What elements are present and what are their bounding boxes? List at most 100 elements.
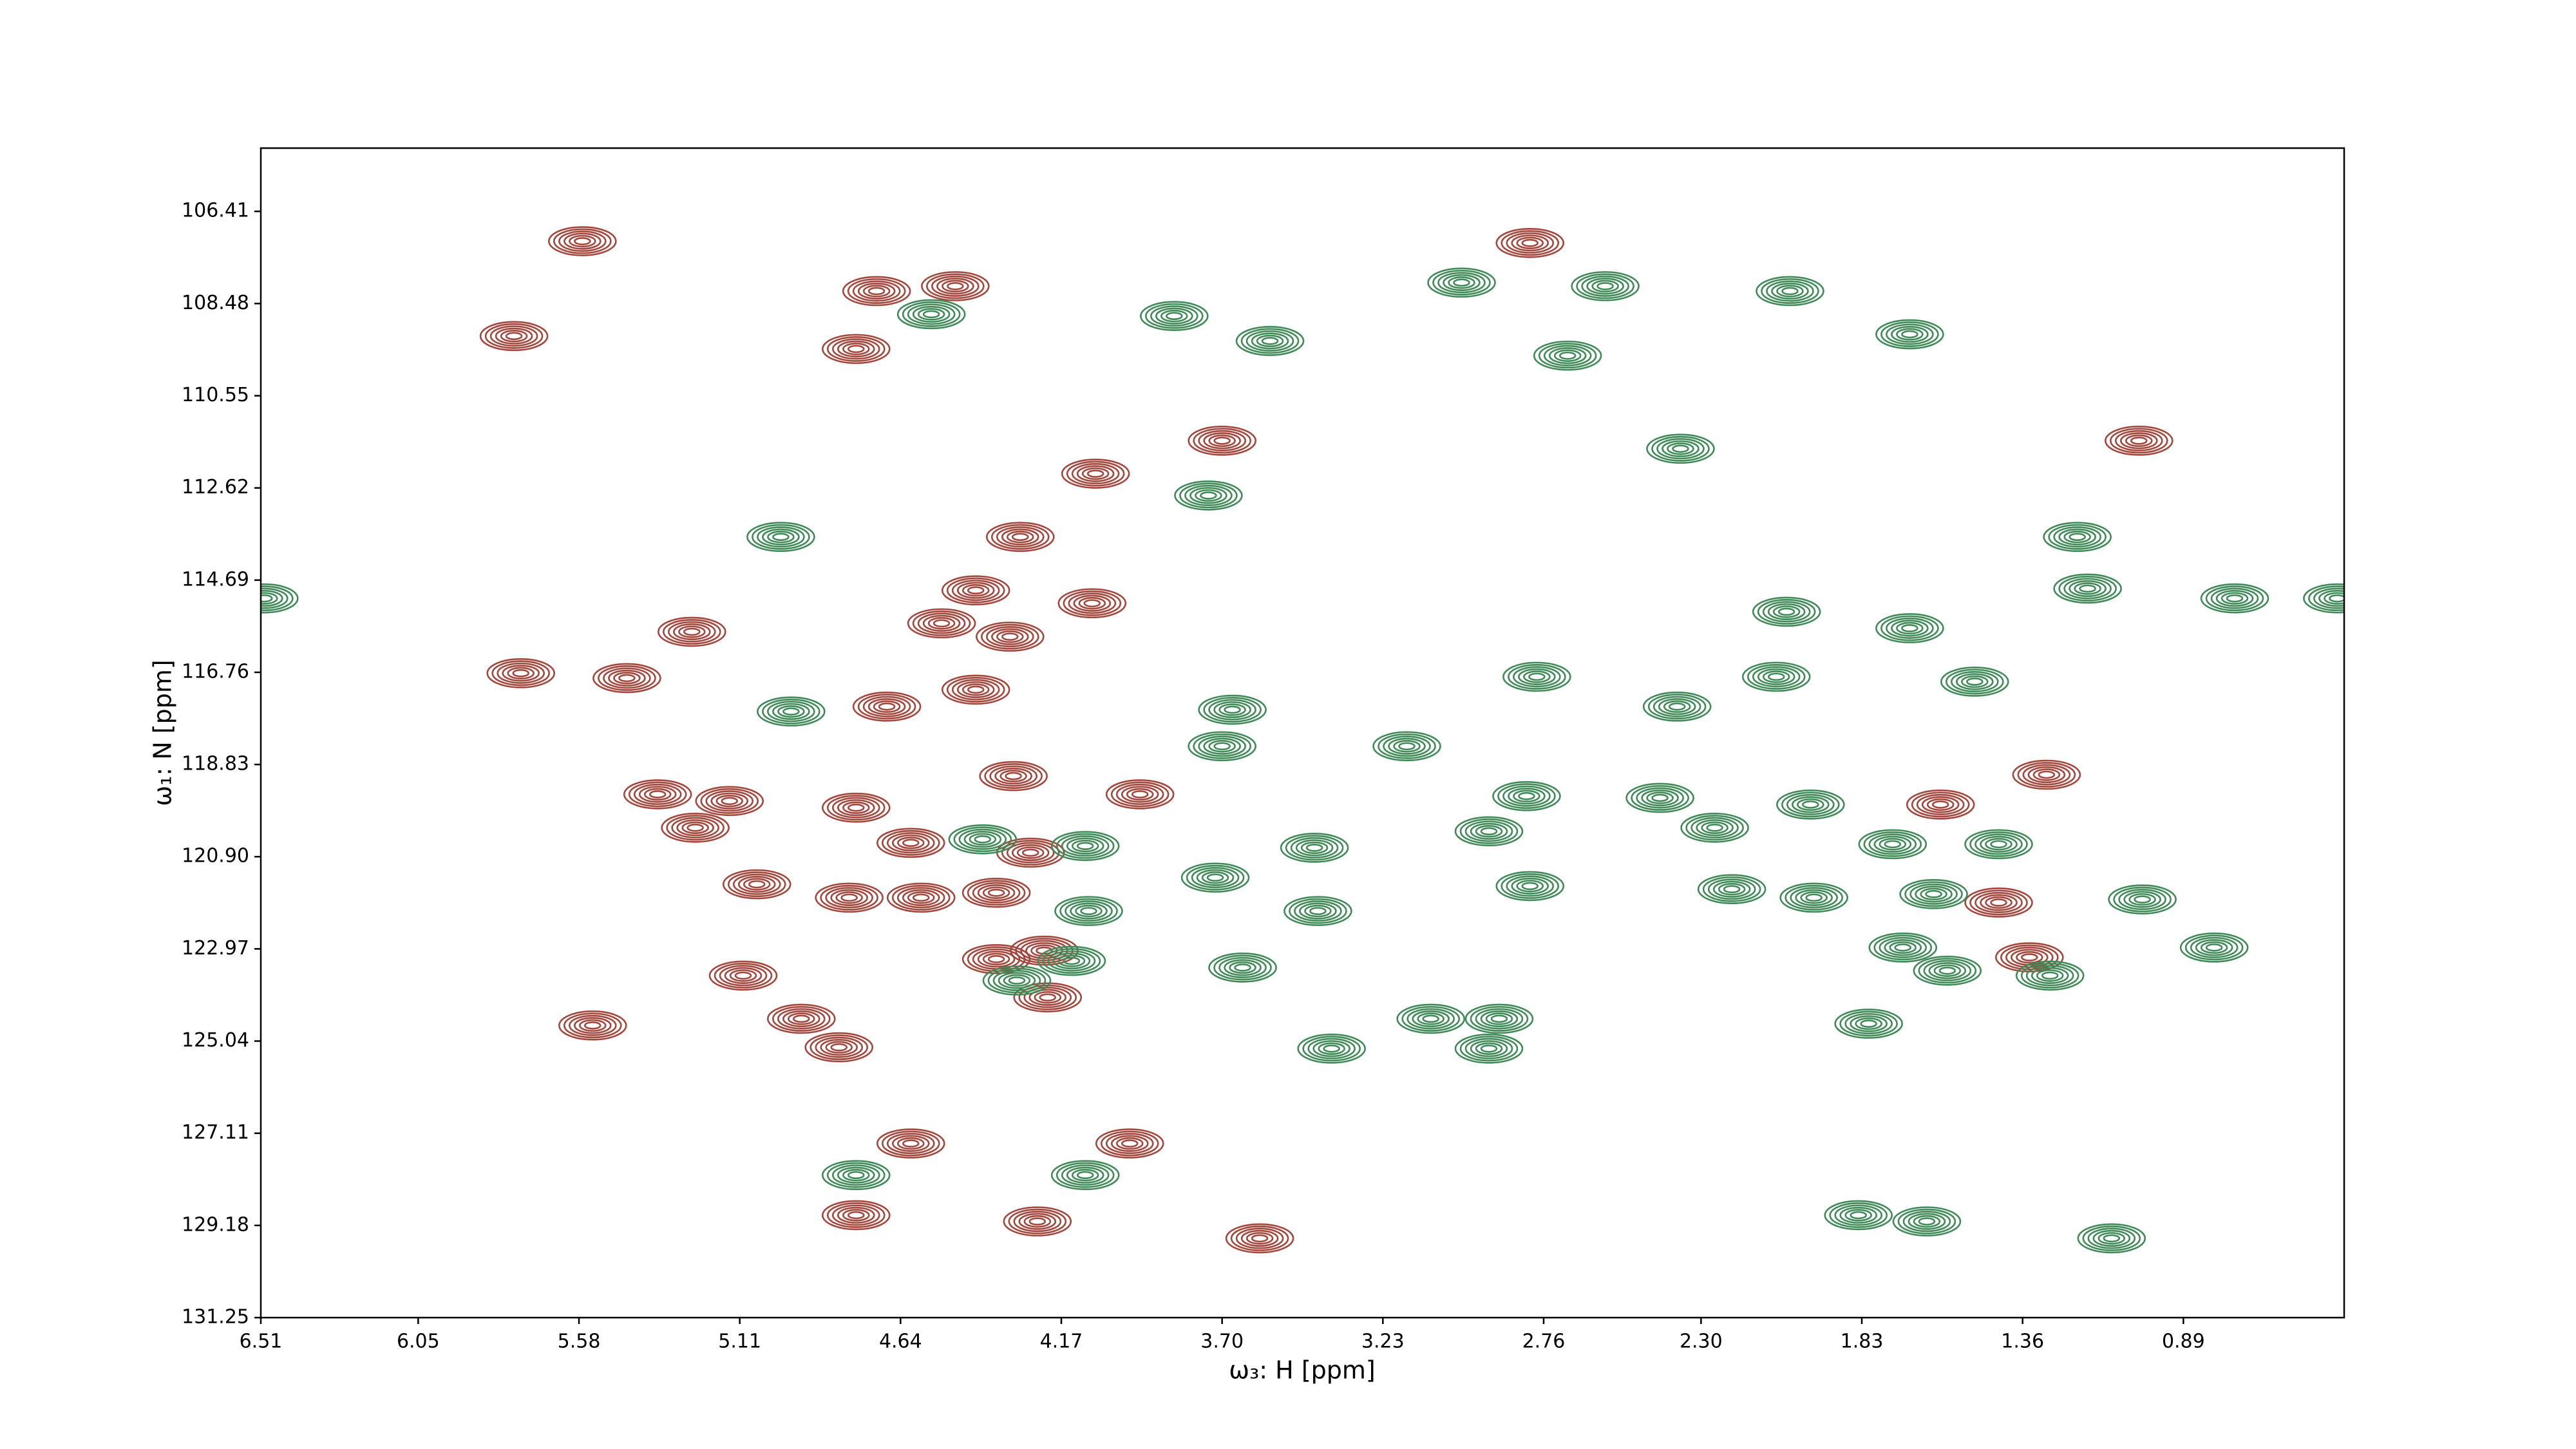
contour-ring	[2041, 971, 2059, 980]
contour-ring	[1208, 740, 1236, 753]
y-tick-label: 108.48	[182, 292, 249, 314]
contour-ring	[1470, 1006, 1529, 1032]
peak	[1003, 1206, 1072, 1236]
contour-ring	[1008, 976, 1026, 985]
contour-ring	[1918, 1217, 1936, 1226]
contour-ring	[261, 594, 273, 603]
contour-ring	[573, 1017, 612, 1034]
contour-ring	[1653, 696, 1701, 717]
contour-ring	[1188, 426, 1256, 456]
contour-ring	[2069, 533, 2086, 542]
contour-ring	[1013, 982, 1083, 1013]
contour-ring	[1050, 831, 1120, 861]
contour-ring	[857, 282, 896, 300]
peak	[479, 321, 549, 352]
contour-ring	[1011, 844, 1050, 862]
peak	[2053, 573, 2122, 604]
peak	[1680, 812, 1749, 843]
peak	[2077, 1223, 2146, 1254]
contour-ring	[1240, 328, 1300, 354]
contour-ring	[1490, 1014, 1508, 1023]
contour-ring	[862, 696, 911, 717]
contour-ring	[956, 582, 995, 599]
contour-ring	[2324, 592, 2344, 605]
contour-ring	[618, 674, 636, 683]
contour-ring	[1495, 227, 1565, 258]
contour-ring	[1459, 1036, 1519, 1062]
contour-ring	[1897, 1208, 1956, 1235]
peak	[1741, 661, 1811, 692]
contour-ring	[2205, 943, 2223, 952]
contour-ring	[2134, 895, 2151, 904]
contour-ring	[1528, 672, 1546, 681]
peak	[1396, 1003, 1465, 1034]
contour-ring	[2109, 428, 2168, 454]
peak	[1646, 433, 1715, 464]
contour-ring	[1235, 326, 1305, 356]
contour-ring	[831, 1204, 880, 1226]
contour-ring	[891, 834, 930, 851]
peak	[948, 824, 1018, 855]
contour-ring	[737, 876, 776, 893]
contour-ring	[1475, 825, 1503, 838]
contour-ring	[1707, 878, 1756, 900]
y-tick-label: 131.25	[182, 1306, 249, 1329]
peak	[1779, 882, 1848, 913]
peak	[815, 882, 884, 913]
contour-ring	[999, 770, 1027, 782]
contour-ring	[1071, 463, 1120, 485]
contour-ring	[1105, 1133, 1154, 1155]
contour-ring	[942, 279, 969, 293]
contour-ring	[847, 1211, 865, 1220]
contour-ring	[1186, 864, 1245, 891]
contour-ring	[996, 630, 1024, 643]
contour-ring	[663, 619, 721, 645]
contour-ring	[886, 1133, 935, 1155]
contour-ring	[1289, 898, 1347, 924]
peak	[1235, 326, 1305, 356]
contour-ring	[1050, 1160, 1120, 1191]
peak	[821, 1200, 891, 1231]
contour-ring	[1068, 592, 1117, 614]
contour-ring	[1006, 842, 1055, 864]
contour-ring	[2092, 1229, 2131, 1247]
contour-ring	[1396, 1003, 1465, 1034]
contour-ring	[1543, 345, 1592, 366]
contour-ring	[729, 969, 757, 982]
contour-ring	[1188, 731, 1256, 762]
contour-ring	[1126, 788, 1154, 801]
contour-ring	[2048, 524, 2107, 550]
contour-ring	[1121, 786, 1159, 803]
peak	[1174, 480, 1243, 511]
contour-ring	[479, 321, 549, 352]
contour-ring	[1646, 791, 1674, 804]
contour-ring	[881, 829, 940, 856]
contour-ring	[782, 1010, 820, 1028]
peak	[876, 1128, 945, 1159]
contour-ring	[1901, 330, 1918, 339]
contour-ring	[1193, 733, 1251, 759]
contour-ring	[1718, 883, 1746, 896]
contour-ring	[1875, 613, 1944, 643]
contour-ring	[2114, 430, 2163, 451]
contour-ring	[1860, 1019, 1877, 1028]
contour-ring	[896, 837, 925, 849]
contour-ring	[1372, 731, 1441, 762]
contour-ring	[1011, 533, 1029, 542]
contour-ring	[2184, 934, 2244, 961]
contour-ring	[927, 617, 956, 630]
contour-ring	[1668, 702, 1686, 711]
contour-ring	[886, 832, 935, 854]
contour-ring	[1078, 597, 1106, 610]
contour-ring	[902, 1139, 920, 1148]
contour-ring	[1196, 869, 1235, 886]
contour-ring	[1756, 276, 1824, 307]
contour-ring	[1280, 833, 1349, 863]
contour-ring	[1772, 605, 1801, 618]
contour-ring	[1899, 879, 1968, 909]
contour-ring	[821, 334, 891, 365]
contour-ring	[1203, 737, 1241, 755]
peak	[1571, 271, 1640, 301]
contour-ring	[1790, 887, 1838, 909]
contour-ring	[1844, 1013, 1893, 1035]
